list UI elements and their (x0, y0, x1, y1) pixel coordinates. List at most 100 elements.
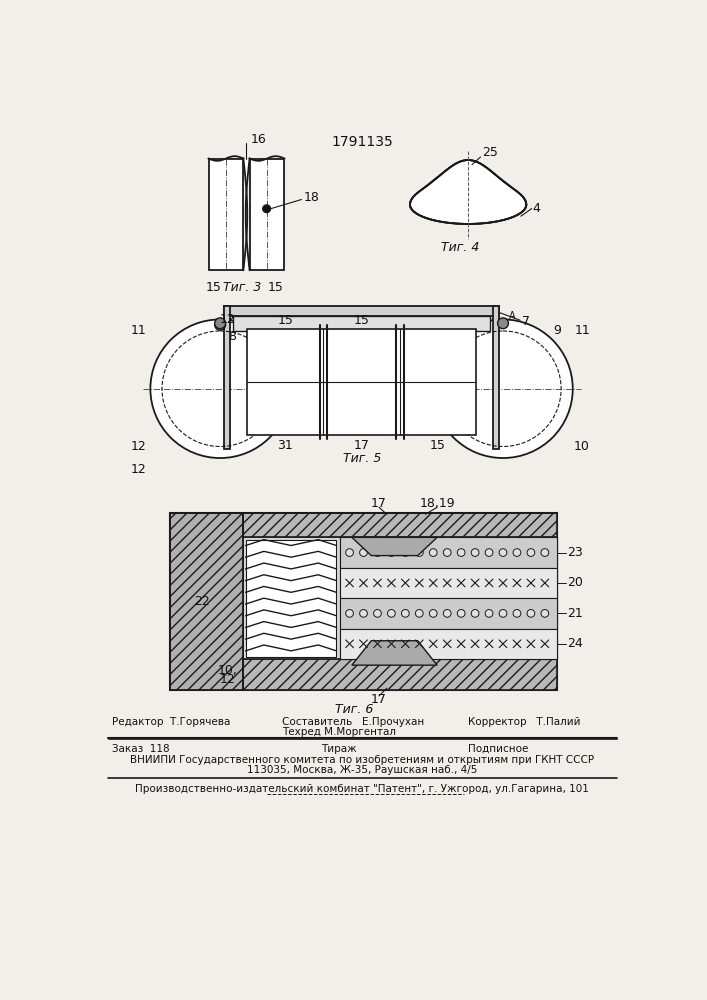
Text: Τиг. 3: Τиг. 3 (223, 281, 262, 294)
Circle shape (498, 318, 508, 329)
Text: Τиг. 6: Τиг. 6 (335, 703, 373, 716)
Circle shape (416, 610, 423, 617)
Circle shape (402, 549, 409, 556)
Bar (340, 568, 557, 598)
Text: 10: 10 (574, 440, 590, 453)
Text: 25: 25 (482, 146, 498, 159)
Circle shape (485, 610, 493, 617)
Text: A: A (509, 311, 515, 321)
Bar (170, 513, 557, 690)
Bar (246, 540, 337, 657)
Bar (493, 306, 499, 449)
Text: 24: 24 (567, 637, 583, 650)
Text: Τиг. 5: Τиг. 5 (343, 452, 381, 465)
Circle shape (541, 549, 549, 556)
Circle shape (263, 205, 271, 213)
Circle shape (472, 549, 479, 556)
Polygon shape (410, 160, 526, 224)
Circle shape (416, 549, 423, 556)
Text: 20: 20 (567, 576, 583, 589)
Text: 15: 15 (354, 314, 370, 327)
Text: 113035, Москва, Ж-35, Раушская наб., 4/5: 113035, Москва, Ж-35, Раушская наб., 4/5 (247, 765, 477, 775)
Text: 4: 4 (532, 202, 540, 215)
Text: 1791135: 1791135 (331, 135, 393, 149)
Bar (209, 158, 243, 270)
Circle shape (527, 610, 534, 617)
Circle shape (429, 610, 437, 617)
Circle shape (373, 610, 381, 617)
Text: 15: 15 (430, 439, 445, 452)
Circle shape (527, 549, 534, 556)
Circle shape (513, 610, 521, 617)
Text: 17: 17 (371, 497, 387, 510)
Text: 12: 12 (131, 440, 146, 453)
Circle shape (346, 610, 354, 617)
Text: 10,: 10, (218, 664, 238, 677)
Bar (243, 513, 557, 537)
Circle shape (513, 549, 521, 556)
Circle shape (457, 549, 465, 556)
Circle shape (433, 319, 573, 458)
Bar (340, 537, 557, 568)
Text: 15: 15 (206, 281, 222, 294)
Text: 18,19: 18,19 (419, 497, 455, 510)
Text: Заказ  118: Заказ 118 (112, 744, 169, 754)
Bar (170, 513, 243, 690)
Bar (243, 513, 557, 537)
Text: 31: 31 (277, 439, 293, 452)
Text: Составитель   Е.Прочухан: Составитель Е.Прочухан (282, 717, 424, 727)
Bar (340, 629, 557, 659)
Text: 17: 17 (371, 693, 387, 706)
Circle shape (541, 610, 549, 617)
Text: Редактор  Т.Горячева: Редактор Т.Горячева (112, 717, 230, 727)
Text: 11: 11 (574, 324, 590, 337)
Circle shape (402, 610, 409, 617)
Bar (340, 537, 557, 659)
Text: 12: 12 (131, 463, 146, 476)
Bar (250, 158, 284, 270)
Circle shape (387, 549, 395, 556)
Text: 22: 22 (194, 595, 210, 608)
Text: 12: 12 (220, 673, 235, 686)
Bar (243, 659, 557, 690)
Bar (247, 329, 476, 435)
Circle shape (499, 549, 507, 556)
Text: 16: 16 (250, 133, 266, 146)
Circle shape (373, 549, 381, 556)
Text: 12: 12 (220, 313, 235, 326)
Text: 15: 15 (268, 281, 284, 294)
Text: 11: 11 (131, 324, 146, 337)
Text: 8: 8 (228, 330, 235, 343)
Circle shape (457, 610, 465, 617)
Polygon shape (352, 537, 437, 556)
Bar (243, 659, 557, 690)
Circle shape (387, 610, 395, 617)
Text: Производственно-издательский комбинат "Патент", г. Ужгород, ул.Гагарина, 101: Производственно-издательский комбинат "П… (135, 784, 589, 794)
Circle shape (443, 549, 451, 556)
Polygon shape (243, 158, 250, 270)
Circle shape (151, 319, 290, 458)
Circle shape (485, 549, 493, 556)
Circle shape (360, 549, 368, 556)
Text: Тираж: Тираж (321, 744, 356, 754)
Text: 9: 9 (554, 324, 561, 337)
Bar (340, 598, 557, 629)
Text: 17: 17 (354, 439, 370, 452)
Bar (224, 306, 230, 449)
Text: Τиг. 4: Τиг. 4 (441, 241, 479, 254)
Circle shape (360, 610, 368, 617)
Circle shape (215, 318, 226, 329)
Bar (170, 513, 243, 690)
Text: Техред М.Моргентал: Техред М.Моргентал (282, 727, 396, 737)
Circle shape (215, 319, 226, 330)
Circle shape (499, 610, 507, 617)
Text: Корректор   Т.Палий: Корректор Т.Палий (468, 717, 580, 727)
Polygon shape (352, 641, 437, 665)
Text: ВНИИПИ Государственного комитета по изобретениям и открытиям при ГКНТ СССР: ВНИИПИ Государственного комитета по изоб… (130, 755, 594, 765)
Circle shape (429, 549, 437, 556)
Text: 15: 15 (277, 314, 293, 327)
Bar (233, 316, 490, 331)
Text: 23: 23 (567, 546, 583, 559)
Text: Подписное: Подписное (468, 744, 529, 754)
Circle shape (443, 610, 451, 617)
